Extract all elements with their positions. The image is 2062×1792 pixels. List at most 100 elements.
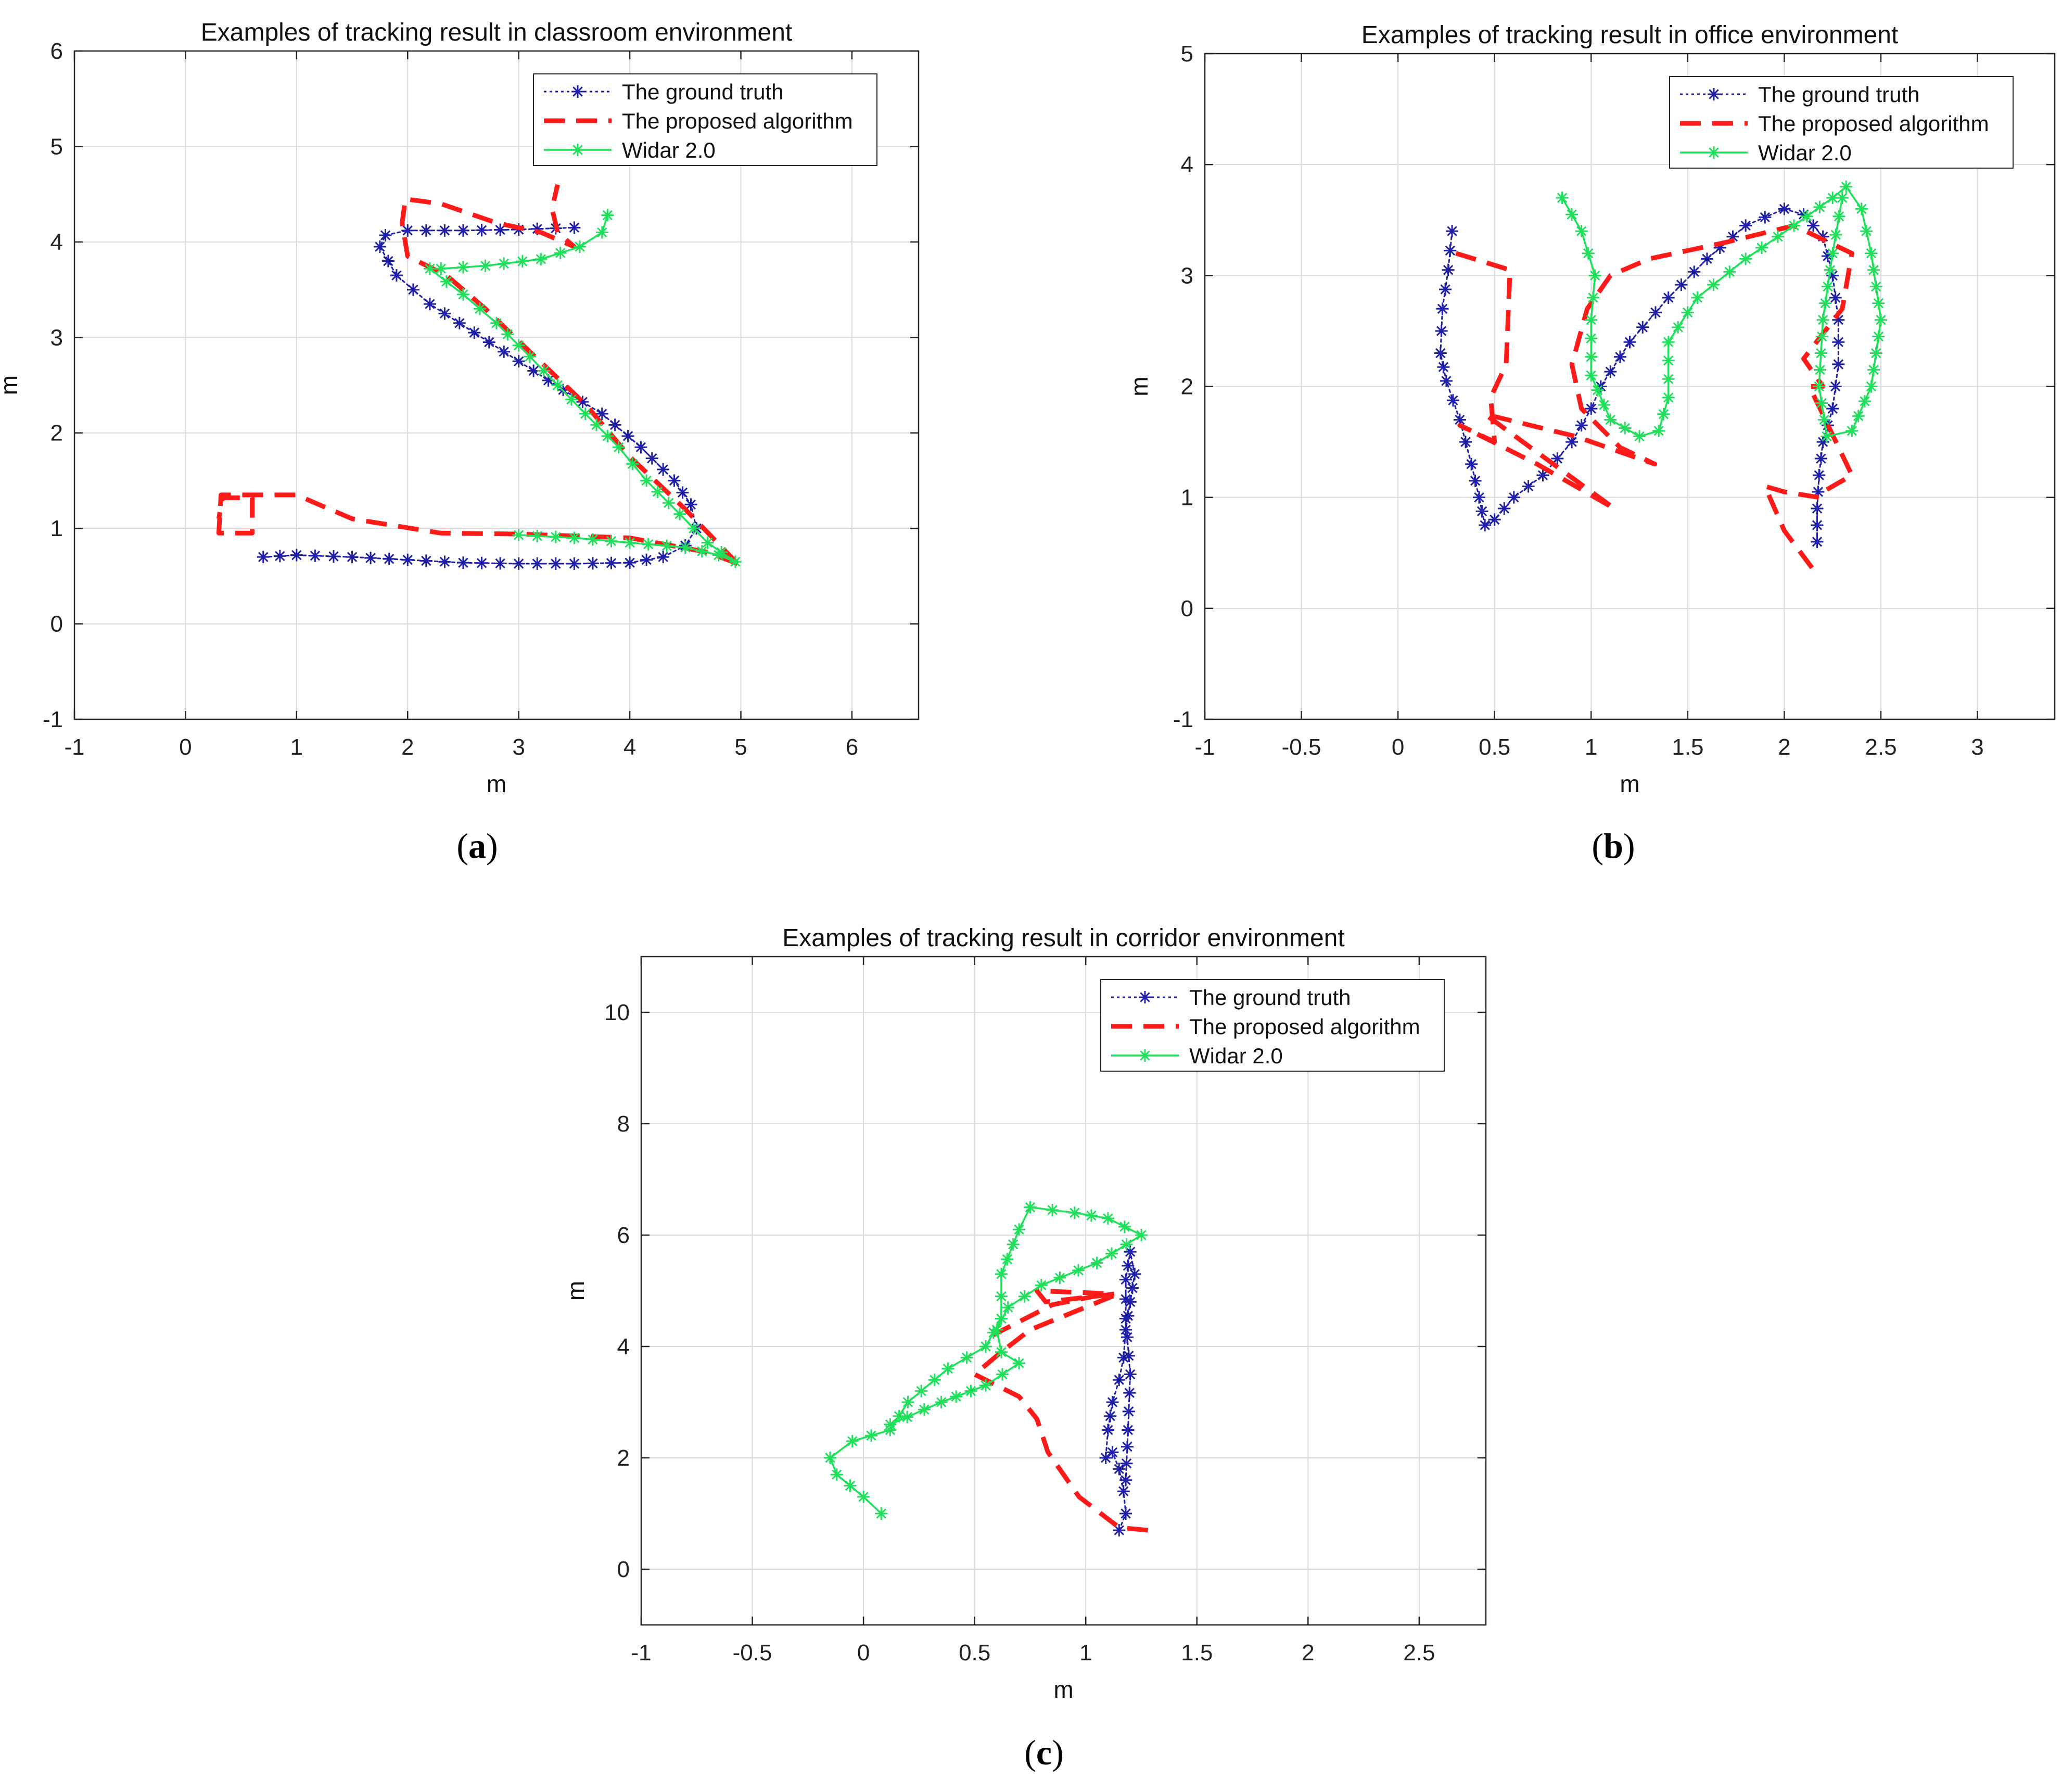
series-widar-2-0-point [1816,313,1829,326]
series-the-ground-truth-point [1453,413,1466,426]
series-the-ground-truth-point [1117,1485,1130,1498]
y-tick-label: 8 [617,1111,630,1137]
x-tick-label: 2 [401,734,414,760]
series-the-ground-truth-point [512,355,525,368]
series-widar-2-0-point [1053,1272,1066,1285]
series-the-ground-truth-point [531,222,544,235]
series-the-ground-truth-point [1816,436,1829,449]
series-the-ground-truth-point [1117,1351,1130,1364]
series-widar-2-0-point [995,1267,1008,1280]
series-the-ground-truth-point [1585,402,1598,415]
series-the-ground-truth-point [456,224,469,237]
series-the-ground-truth-point [1113,1524,1126,1537]
y-axis-label: m [0,375,22,395]
series-widar-2-0-point [915,1384,928,1397]
legend-marker [571,85,584,98]
series-widar-2-0-point [1604,413,1617,426]
series-the-ground-truth-point [494,557,507,570]
series-widar-2-0-point [1874,313,1887,326]
series-widar-2-0-point [1118,1220,1131,1233]
series-widar-2-0-point [574,240,587,253]
series-the-ground-truth-point [475,224,488,237]
series-the-ground-truth-point [438,224,451,237]
subcaption-open: ( [456,826,468,866]
x-axis-label: m [1620,770,1639,797]
x-tick-label: 4 [623,734,636,760]
series-the-ground-truth-point [438,307,451,320]
series-widar-2-0-point [549,530,562,543]
series-widar-2-0-point [1859,395,1872,408]
legend-entry: Widar 2.0 [1189,1044,1283,1068]
x-tick-label: 1 [1079,1640,1092,1666]
legend-entry: The ground truth [622,80,784,104]
y-tick-label: 5 [1181,41,1193,67]
series-widar-2-0-point [1814,363,1827,376]
series-the-ground-truth-point [549,557,562,570]
series-widar-2-0-point [1800,210,1813,223]
y-tick-label: 6 [617,1223,630,1248]
series-widar-2-0-point [662,497,675,510]
series-widar-2-0-point [479,259,492,272]
series-the-ground-truth-point [1106,1396,1119,1408]
series-widar-2-0-point [1662,373,1675,386]
series-widar-2-0-point [1872,330,1885,343]
legend-entry: Widar 2.0 [1758,141,1852,165]
series-widar-2-0-point [1818,413,1831,426]
series-the-ground-truth-point [1829,291,1842,304]
x-tick-label: -0.5 [733,1640,772,1666]
series-widar-2-0-point [612,441,625,454]
x-tick-label: 0 [179,734,192,760]
x-tick-label: 1.5 [1181,1640,1213,1666]
series-widar-2-0-point [846,1434,859,1447]
series-widar-2-0-point [1845,424,1859,437]
series-widar-2-0-point [701,536,714,549]
series-the-ground-truth-point [401,553,414,566]
legend-marker [1139,991,1151,1003]
series-the-ground-truth-point [257,551,270,564]
legend-entry: The ground truth [1189,985,1351,1010]
series-widar-2-0-point [554,246,567,259]
series-widar-2-0-point [1852,410,1865,423]
x-tick-label: 1 [290,734,303,760]
series-the-ground-truth-point [1688,265,1701,278]
series-widar-2-0-point [537,364,550,377]
series-widar-2-0-point [1814,347,1827,360]
series-the-ground-truth-point [1812,486,1825,499]
series-the-ground-truth-point [1119,1273,1132,1286]
series-the-ground-truth-point [1811,502,1824,515]
series-the-ground-truth-point [1675,278,1688,291]
series-widar-2-0-point [857,1490,870,1503]
series-widar-2-0-point [551,379,564,391]
series-widar-2-0-point [1787,219,1800,232]
series-the-ground-truth-point [1565,436,1579,449]
series-widar-2-0-point [498,257,511,270]
y-tick-label: 2 [1181,374,1193,400]
y-tick-label: 10 [604,1000,630,1025]
series-the-ground-truth-point [668,474,681,487]
chart-panel-3: -1 -0.5 0 0.5 1 1.5 2 2.5 0 2 4 6 8 10 Examples of tra… [562,924,1487,1772]
x-axis-label: m [1053,1676,1073,1703]
series-the-ground-truth-point [1475,505,1488,518]
series-the-ground-truth-point [1436,302,1449,315]
series-the-ground-truth-point [1446,394,1459,407]
series-the-ground-truth-point [1759,211,1772,224]
series-widar-2-0-point [623,536,637,549]
y-axis-label: m [562,1281,589,1301]
x-tick-label: -1 [631,1640,651,1666]
series-widar-2-0-point [1633,430,1646,443]
series-widar-2-0-point [1867,263,1880,276]
series-widar-2-0-point [440,275,453,288]
series-widar-2-0-point [1585,369,1598,382]
series-the-ground-truth-point [327,550,340,563]
series-the-ground-truth-point [1488,513,1501,526]
series-the-ground-truth-point [1811,518,1824,531]
series-widar-2-0-point [995,1290,1008,1303]
series-widar-2-0-point [490,316,503,329]
y-tick-label: 6 [50,39,63,64]
y-tick-label: 1 [1181,485,1193,511]
series-widar-2-0-point [1046,1203,1059,1216]
series-the-ground-truth-point [1465,457,1478,471]
series-the-ground-truth-point [621,429,634,442]
series-widar-2-0-point [1813,200,1826,213]
